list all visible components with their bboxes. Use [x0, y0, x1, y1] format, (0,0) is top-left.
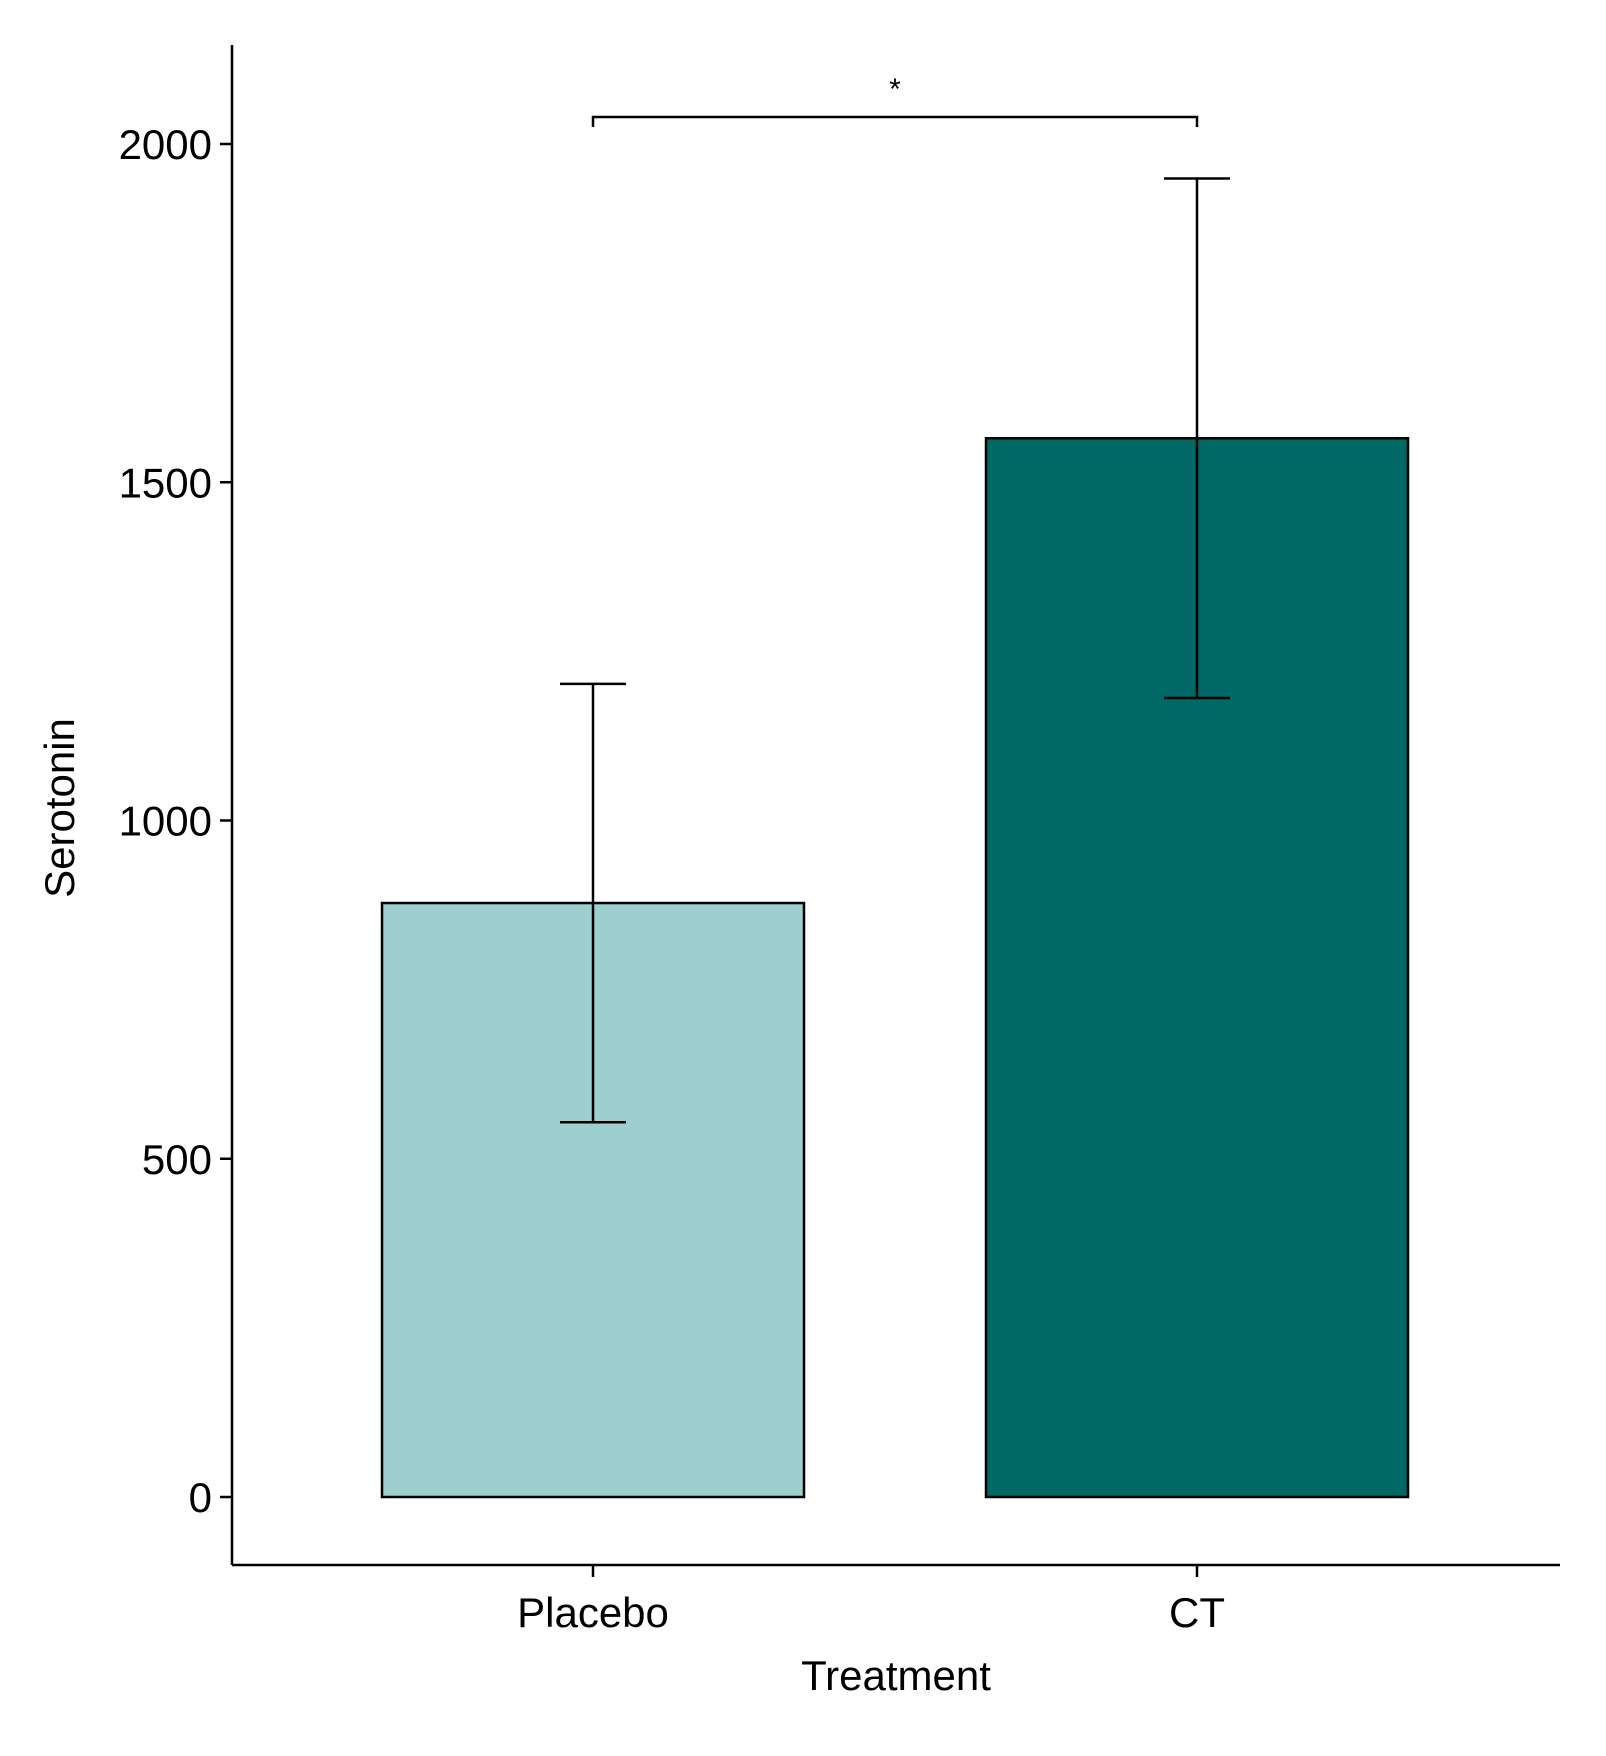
x-tick-label: CT [1169, 1589, 1225, 1636]
axes: 0 500 1000 1500 2000 Placebo CT [119, 45, 1560, 1636]
y-tick-label: 0 [189, 1474, 212, 1521]
y-tick-label: 1500 [119, 459, 212, 506]
y-tick-label: 1000 [119, 798, 212, 845]
x-axis-title: Treatment [801, 1652, 991, 1699]
plot-area: * [380, 73, 1410, 1499]
significance-label: * [889, 73, 901, 106]
y-tick-label: 2000 [119, 121, 212, 168]
significance-bracket [591, 115, 1199, 127]
x-tick-label: Placebo [517, 1589, 669, 1636]
y-axis-title: Serotonin [36, 718, 83, 898]
error-bar-placebo [560, 682, 626, 1124]
y-tick-label: 500 [142, 1136, 212, 1183]
error-bar-ct [1164, 177, 1230, 700]
